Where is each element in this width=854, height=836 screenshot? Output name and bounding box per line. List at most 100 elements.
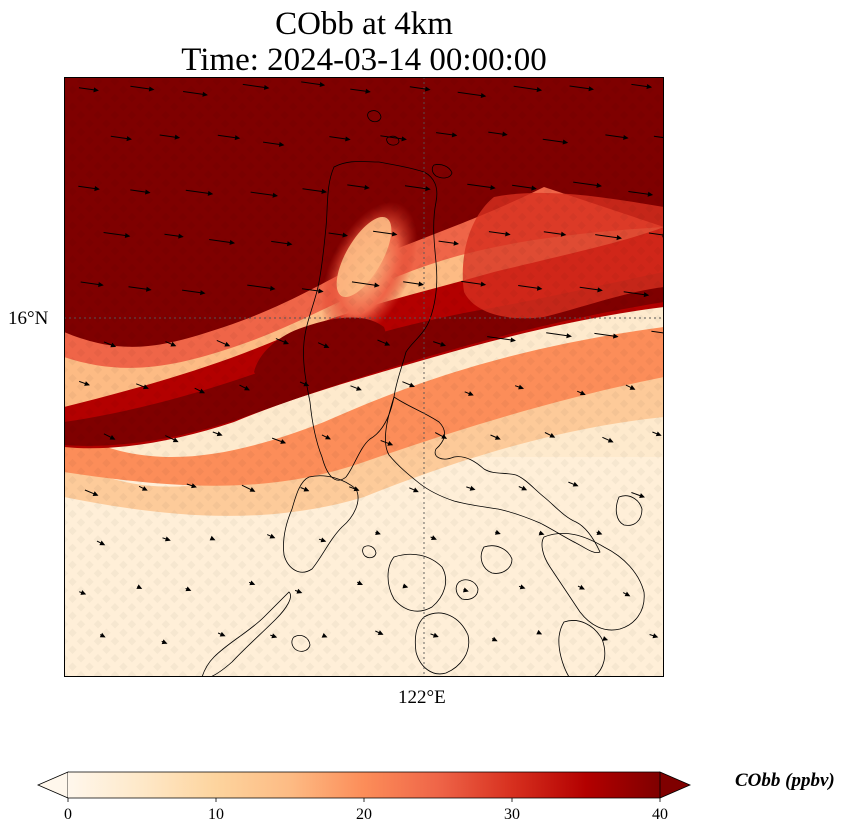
wind-vector-shaft (242, 83, 269, 89)
wind-vector-head (418, 281, 424, 287)
wind-vector-head (377, 630, 384, 635)
wind-vector-head (321, 632, 328, 638)
wind-vector-head (342, 232, 348, 238)
wind-vector-head (365, 88, 371, 94)
wind-vector-head (320, 537, 327, 543)
wind-vector-shaft (651, 330, 664, 334)
wind-vector-head (199, 290, 206, 296)
wind-vector-head (402, 583, 409, 589)
wind-vector-head (286, 241, 293, 247)
wind-vector-shaft (185, 189, 213, 195)
wind-vector-head (538, 530, 545, 536)
colorbar-min-extension (36, 771, 69, 799)
wind-vector-head (521, 485, 528, 491)
colorbar-max-extension (659, 771, 692, 799)
wind-vector-head (249, 580, 256, 586)
wind-vector-head (639, 493, 645, 498)
wind-vector-head (424, 86, 431, 92)
wind-vector-head (384, 341, 391, 346)
wind-vector-head (374, 282, 380, 288)
wind-vector-shaft (380, 135, 406, 140)
wind-vector-head (646, 84, 653, 90)
wind-vector-shaft (595, 234, 621, 239)
wind-vector-shaft (457, 91, 486, 97)
wind-vector-head (207, 190, 214, 196)
latitude-tick-label: 16°N (8, 308, 49, 329)
wind-vector-head (144, 189, 151, 195)
colorbar-label: CObb (ppbv) (735, 770, 835, 791)
wind-vector-head (303, 486, 310, 492)
wind-vector-head (409, 382, 415, 388)
wind-vector-head (219, 631, 226, 637)
wind-vector-head (549, 432, 556, 438)
wind-vector-head (126, 136, 133, 142)
wind-vector-head (145, 286, 152, 292)
wind-vector-head (491, 636, 498, 642)
wind-vector-head (572, 481, 579, 487)
wind-vector-head (643, 292, 650, 298)
map-frame (64, 77, 664, 677)
wind-vector-head (80, 590, 87, 595)
map-title-line-2: Time: 2024-03-14 00:00:00 (181, 42, 547, 78)
colorbar-tick-30: 30 (504, 806, 520, 823)
coastlines (201, 110, 645, 677)
wind-vector-head (510, 337, 516, 343)
wind-vector-head (560, 231, 567, 237)
wind-vector-head (655, 431, 662, 437)
wind-vector-head (616, 235, 623, 241)
wind-vector-head (391, 231, 398, 237)
wind-vector-head (136, 584, 143, 589)
wind-vector-head (321, 188, 327, 194)
wind-vector-head (579, 584, 585, 590)
wind-vector-head (490, 184, 496, 191)
wind-vector-shaft (487, 336, 515, 341)
wind-vector-head (505, 231, 511, 237)
wind-vector-head (401, 136, 407, 142)
wind-vector-head (468, 391, 474, 396)
map-panel (64, 77, 664, 677)
wind-vector-head (353, 486, 360, 492)
wind-vector-head (296, 588, 303, 594)
wind-vector-head (451, 132, 458, 138)
wind-vector-head (364, 184, 370, 190)
wind-vector-head (480, 93, 487, 99)
wind-vector-head (453, 240, 460, 246)
wind-vector-head (170, 341, 177, 347)
wind-vector-head (174, 134, 181, 140)
wind-vector-head (234, 135, 241, 141)
wind-vector-head (612, 333, 619, 339)
wind-vector-head (209, 535, 216, 541)
wind-vector-head (161, 639, 168, 645)
wind-vector-head (323, 343, 330, 349)
wind-vector-head (109, 434, 116, 440)
wind-vector-head (566, 333, 572, 339)
colorbar-tick-20: 20 (356, 806, 372, 823)
pixel-texture (64, 77, 664, 677)
wind-vector-head (387, 440, 394, 446)
wind-vector-head (588, 86, 595, 92)
wind-vector-head (623, 134, 629, 140)
wind-vector-head (229, 239, 236, 245)
wind-vector-head (647, 191, 654, 197)
wind-vector-head (432, 632, 439, 638)
wind-vector-head (597, 287, 603, 293)
wind-vector-head (441, 434, 448, 439)
wind-vector-head (178, 233, 184, 239)
wind-vector-head (431, 535, 437, 540)
wind-vector-head (303, 381, 310, 387)
wind-vector-head (494, 529, 501, 535)
wind-vector-head (278, 141, 285, 147)
wind-vector-head (536, 87, 543, 93)
wind-vector-head (272, 192, 279, 198)
wind-vector-head (602, 636, 609, 641)
wind-vector-head (325, 434, 331, 440)
wind-vector-shaft (467, 183, 495, 189)
wind-vector-head (216, 431, 223, 437)
wind-vector-head (596, 530, 603, 535)
colorbar-tick-marks (67, 798, 661, 802)
wind-vector-head (283, 339, 289, 345)
longitude-tick-label: 122°E (398, 687, 446, 708)
wind-vector-head (519, 584, 526, 590)
wind-vector-head (110, 342, 117, 348)
wind-vector-head (440, 341, 446, 347)
